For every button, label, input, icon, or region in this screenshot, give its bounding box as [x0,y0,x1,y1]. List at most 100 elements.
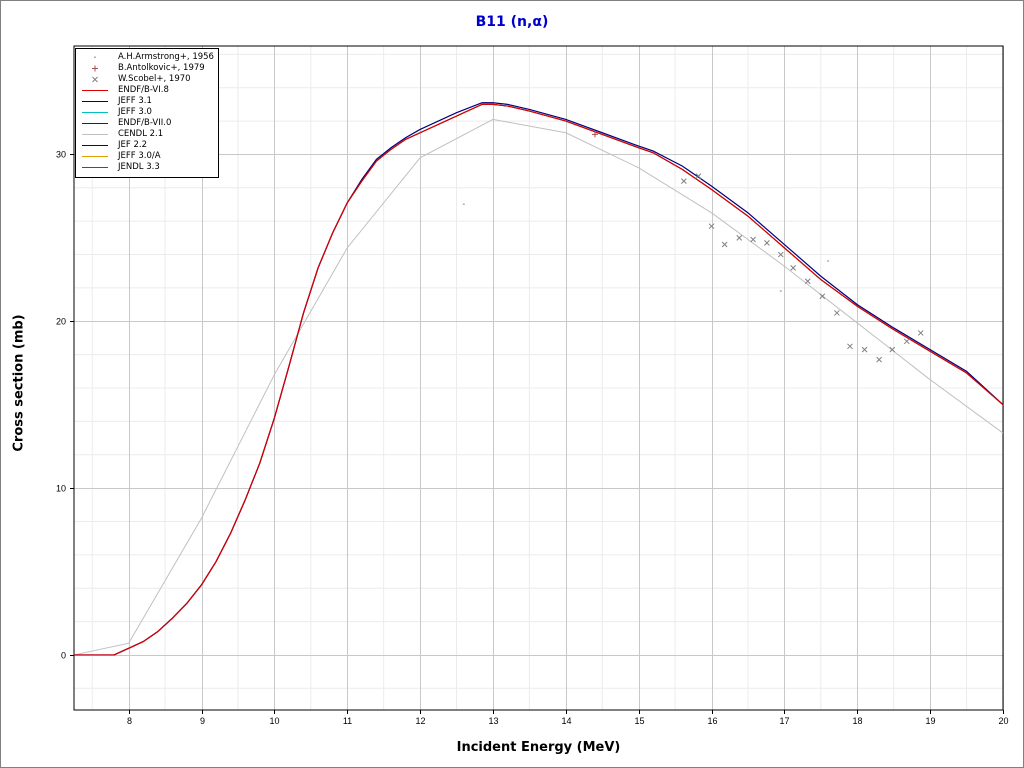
data-point-w-scobel-1970 [804,278,811,285]
legend-symbol [82,123,108,124]
legend-label: A.H.Armstrong+, 1956 [118,52,214,62]
legend-symbol [92,65,98,72]
legend-item-a-h-armstrong-1956: A.H.Armstrong+, 1956 [76,52,218,63]
data-point-w-scobel-1970 [777,251,784,258]
data-point-w-scobel-1970 [721,241,728,248]
axis-ticks [70,154,1004,714]
x-tick-label: 10 [269,716,279,726]
y-tick-label: 0 [61,651,66,661]
series-layer [73,102,1004,656]
series-line-jeff-3-0-a [74,103,1004,656]
major-grid [74,46,1004,710]
legend-label: JEFF 3.0 [118,107,152,117]
legend-item-b-antolkovic-1979: B.Antolkovic+, 1979 [76,63,218,74]
legend-item-jeff-3-0: JEFF 3.0 [76,107,218,118]
data-point-w-scobel-1970 [736,235,743,241]
legend-item-jeff-3-0-a: JEFF 3.0/A [76,151,218,162]
legend-symbol [82,134,108,135]
legend-symbol [82,167,108,168]
x-tick-label: 9 [200,716,205,726]
legend-label: JEFF 3.0/A [118,151,161,161]
plot-border [73,45,1004,711]
data-point-w-scobel-1970 [695,173,702,179]
series-endf-b-vi-8 [74,103,1004,656]
legend-item-w-scobel-1970: W.Scobel+, 1970 [76,74,218,85]
x-tick-label: 18 [852,716,862,726]
legend-symbol [82,101,108,102]
data-point-w-scobel-1970 [764,240,770,246]
legend-label: ENDF/B-VII.0 [118,118,172,128]
legend-symbol [94,56,96,58]
legend-symbol [82,156,108,157]
legend-marker-symbol [92,76,98,83]
series-w-scobel-1970 [681,173,924,363]
data-point-w-scobel-1970 [834,310,840,316]
data-point-w-scobel-1970 [917,330,924,336]
y-tick-label: 20 [56,317,66,327]
legend-marker-symbol [94,56,96,58]
series-jeff-3-0 [74,103,1004,656]
series-a-h-armstrong-1956 [462,203,830,292]
legend-label: CENDL 2.1 [118,129,164,139]
data-point-w-scobel-1970 [819,293,826,300]
legend-item-jef-2-2: JEF 2.2 [76,140,218,151]
series-line-jeff-3-0 [74,103,1004,656]
legend-label: JENDL 3.3 [118,162,160,172]
legend-label: ENDF/B-VI.8 [118,85,169,95]
x-tick-label: 15 [634,716,644,726]
data-point-w-scobel-1970 [861,346,868,353]
legend-symbol [82,145,108,146]
minor-grid [74,46,1003,710]
legend-symbol [92,76,98,83]
data-point-w-scobel-1970 [903,338,910,345]
series-line-cendl-2-1 [73,118,1004,656]
data-point-w-scobel-1970 [889,346,896,353]
y-tick-label: 10 [56,484,66,494]
x-tick-label: 20 [998,716,1008,726]
x-tick-label: 19 [925,716,935,726]
data-point-w-scobel-1970 [847,343,853,350]
legend-label: B.Antolkovic+, 1979 [118,63,205,73]
data-point-w-scobel-1970 [750,236,756,243]
x-tick-label: 16 [707,716,717,726]
series-cendl-2-1 [73,118,1004,656]
legend: A.H.Armstrong+, 1956 B.Antolkovic+, 1979 W… [75,48,219,178]
x-tick-label: 8 [127,716,132,726]
series-endf-b-vii-0 [74,103,1004,656]
legend-item-cendl-2-1: CENDL 2.1 [76,129,218,140]
legend-item-jeff-3-1: JEFF 3.1 [76,96,218,107]
legend-item-endf-b-vi-8: ENDF/B-VI.8 [76,85,218,96]
data-point-a-h-armstrong-1956 [779,290,782,292]
data-point-w-scobel-1970 [708,223,715,230]
y-tick-label: 30 [56,150,66,160]
legend-item-endf-b-vii-0: ENDF/B-VII.0 [76,118,218,129]
series-line-endf-b-vi-8 [74,103,1004,656]
legend-item-jendl-3-3: JENDL 3.3 [76,162,218,173]
legend-label: W.Scobel+, 1970 [118,74,191,84]
data-point-a-h-armstrong-1956 [827,260,830,262]
data-point-w-scobel-1970 [681,178,687,184]
axis-tick-labels: 8 9 10 11 12 13 14 15 16 17 18 19 20 0 10 20 30 [56,150,1009,727]
legend-label: JEFF 3.1 [118,96,152,106]
legend-symbol [82,112,108,113]
legend-symbol [82,90,108,91]
series-jef-2-2 [74,103,1004,656]
series-line-endf-b-vii-0 [74,103,1004,656]
x-tick-label: 11 [343,716,352,726]
series-line-jeff-3-1 [74,102,1004,656]
data-point-a-h-armstrong-1956 [462,203,465,205]
series-b-antolkovic-1979 [591,131,598,138]
x-tick-label: 13 [488,716,498,726]
series-jeff-3-1 [74,102,1004,656]
data-point-w-scobel-1970 [790,265,797,271]
chart-title: B11 (n,α) [475,14,549,30]
data-point-b-antolkovic-1979 [591,131,598,138]
series-line-jef-2-2 [74,103,1004,656]
x-tick-label: 14 [561,716,571,726]
x-tick-label: 12 [415,716,425,726]
legend-marker-symbol [92,65,98,72]
series-jeff-3-0-a [74,103,1004,656]
x-axis-title: Incident Energy (MeV) [456,740,621,755]
data-point-w-scobel-1970 [876,356,882,363]
